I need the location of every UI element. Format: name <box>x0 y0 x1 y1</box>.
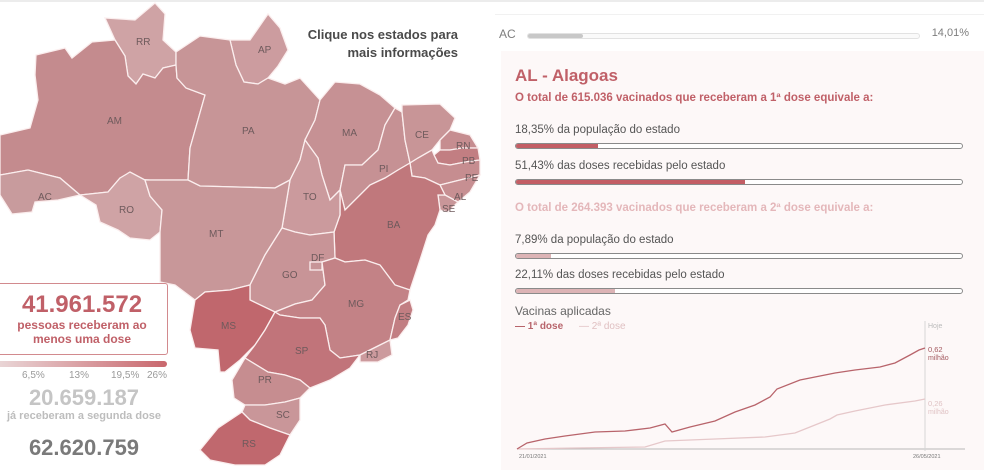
state-ac[interactable] <box>0 169 82 215</box>
dose2-population-label: 7,89% da população do estado <box>515 234 674 246</box>
brazil-map: RR AP AM PA MA CE RN PB PE PI AL SE BA A… <box>0 2 482 466</box>
label-to: TO <box>303 192 317 203</box>
dose2-received-track <box>515 288 963 294</box>
dose1-received-track <box>515 179 963 185</box>
first-dose-label-2: menos uma dose <box>32 332 132 346</box>
state-detail-panel: AL - Alagoas O total de 615.036 vacinado… <box>501 51 984 470</box>
label-rj: RJ <box>366 350 378 361</box>
state-rj[interactable] <box>359 339 393 363</box>
label-ap: AP <box>258 45 272 56</box>
label-ro: RO <box>119 205 134 216</box>
legend-dose1: — 1ª dose <box>515 321 564 332</box>
instructions-line-1: Clique nos estados para <box>307 27 458 42</box>
label-se: SE <box>442 204 456 215</box>
color-scale-bar <box>0 361 167 367</box>
label-pb: PB <box>462 156 476 167</box>
state-df[interactable] <box>309 261 323 271</box>
state-ms[interactable] <box>189 284 276 373</box>
instructions-line-2: mais informações <box>347 45 458 60</box>
dose2-line <box>516 398 926 450</box>
dose1-end-value: 0,62 <box>928 345 943 354</box>
second-dose-label: já receberam a segunda dose <box>6 410 162 422</box>
dose1-line <box>516 347 926 450</box>
dose1-population-fill <box>516 144 598 148</box>
chart-title: Vacinas aplicadas <box>515 304 611 318</box>
vaccines-line-chart: Hoje 0,62 milhão 0,26 milhão 21/01/2021 … <box>516 321 965 460</box>
dose1-received-label: 51,43% das doses recebidas pelo estado <box>515 160 726 172</box>
first-dose-total-box: 41.961.572 pessoas receberam ao menos um… <box>0 283 168 355</box>
state-es[interactable] <box>389 299 414 341</box>
state-rs[interactable] <box>199 411 291 466</box>
second-dose-summary: 20.659.187 já receberam a segunda dose <box>0 385 172 423</box>
dose2-end-unit: milhão <box>928 409 949 416</box>
label-go: GO <box>282 270 298 281</box>
label-sp: SP <box>295 346 309 357</box>
label-pr: PR <box>258 375 272 386</box>
state-title: AL - Alagoas <box>515 66 618 85</box>
label-mg: MG <box>348 299 364 310</box>
ranking-pct: 14,01% <box>931 27 969 39</box>
label-pa: PA <box>242 126 255 137</box>
dose1-population-metric: 18,35% da população do estado <box>515 123 963 149</box>
dose2-received-label: 22,11% das doses recebidas pelo estado <box>515 269 725 281</box>
dose1-header: O total de 615.036 vacinados que receber… <box>515 92 874 104</box>
dose2-population-metric: 7,89% da população do estado <box>515 233 963 259</box>
today-label: Hoje <box>928 323 943 330</box>
label-rn: RN <box>456 141 470 152</box>
first-dose-label-1: pessoas receberam ao <box>17 318 147 332</box>
dose1-received-metric: 51,43% das doses recebidas pelo estado <box>515 159 963 185</box>
label-al: AL <box>454 192 467 203</box>
brazil-map-section: RR AP AM PA MA CE RN PB PE PI AL SE BA A… <box>0 0 490 470</box>
dose2-end-value: 0,26 <box>928 399 943 408</box>
label-ba: BA <box>387 220 401 231</box>
legend-tick-1: 6,5% <box>22 370 45 381</box>
label-mt: MT <box>209 229 223 240</box>
top-divider <box>0 0 984 2</box>
dose2-population-track <box>515 253 963 259</box>
dose2-population-fill <box>516 254 552 258</box>
label-rs: RS <box>242 439 256 450</box>
label-ce: CE <box>415 130 429 141</box>
dose1-population-track <box>515 143 963 149</box>
label-rr: RR <box>136 37 150 48</box>
ranking-row-ac[interactable]: AC 14,01% <box>499 27 971 43</box>
label-ms: MS <box>221 321 236 332</box>
right-divider <box>495 14 984 15</box>
dose2-received-metric: 22,11% das doses recebidas pelo estado <box>515 268 963 294</box>
map-instructions: Clique nos estados para mais informações <box>308 26 458 62</box>
ranking-progress-track <box>527 33 920 39</box>
end-date: 26/05/2021 <box>913 454 941 460</box>
dose2-received-fill <box>516 289 615 293</box>
applied-total: 62.620.759 <box>28 435 140 460</box>
legend-dose2: — 2ª dose <box>579 321 626 332</box>
label-es: ES <box>398 312 412 323</box>
label-am: AM <box>107 116 122 127</box>
second-dose-total: 20.659.187 <box>28 385 140 410</box>
dose2-header: O total de 264.393 vacinados que receber… <box>515 202 874 214</box>
legend-tick-2: 13% <box>69 370 90 381</box>
label-sc: SC <box>276 410 290 421</box>
label-ac: AC <box>38 192 52 203</box>
label-df: DF <box>311 253 324 264</box>
ranking-state-abbr: AC <box>499 27 516 41</box>
label-pe: PE <box>465 173 479 184</box>
dose1-end-unit: milhão <box>928 355 949 362</box>
state-sp[interactable] <box>244 311 362 389</box>
ranking-progress-fill <box>528 34 583 38</box>
legend-tick-3: 19,5% <box>111 370 140 381</box>
label-ma: MA <box>342 128 357 139</box>
first-dose-total: 41.961.572 <box>21 291 143 318</box>
dose1-population-label: 18,35% da população do estado <box>515 124 680 136</box>
legend-tick-4: 26% <box>147 370 168 381</box>
label-pi: PI <box>379 164 388 175</box>
start-date: 21/01/2021 <box>519 454 547 460</box>
dose1-received-fill <box>516 180 746 184</box>
